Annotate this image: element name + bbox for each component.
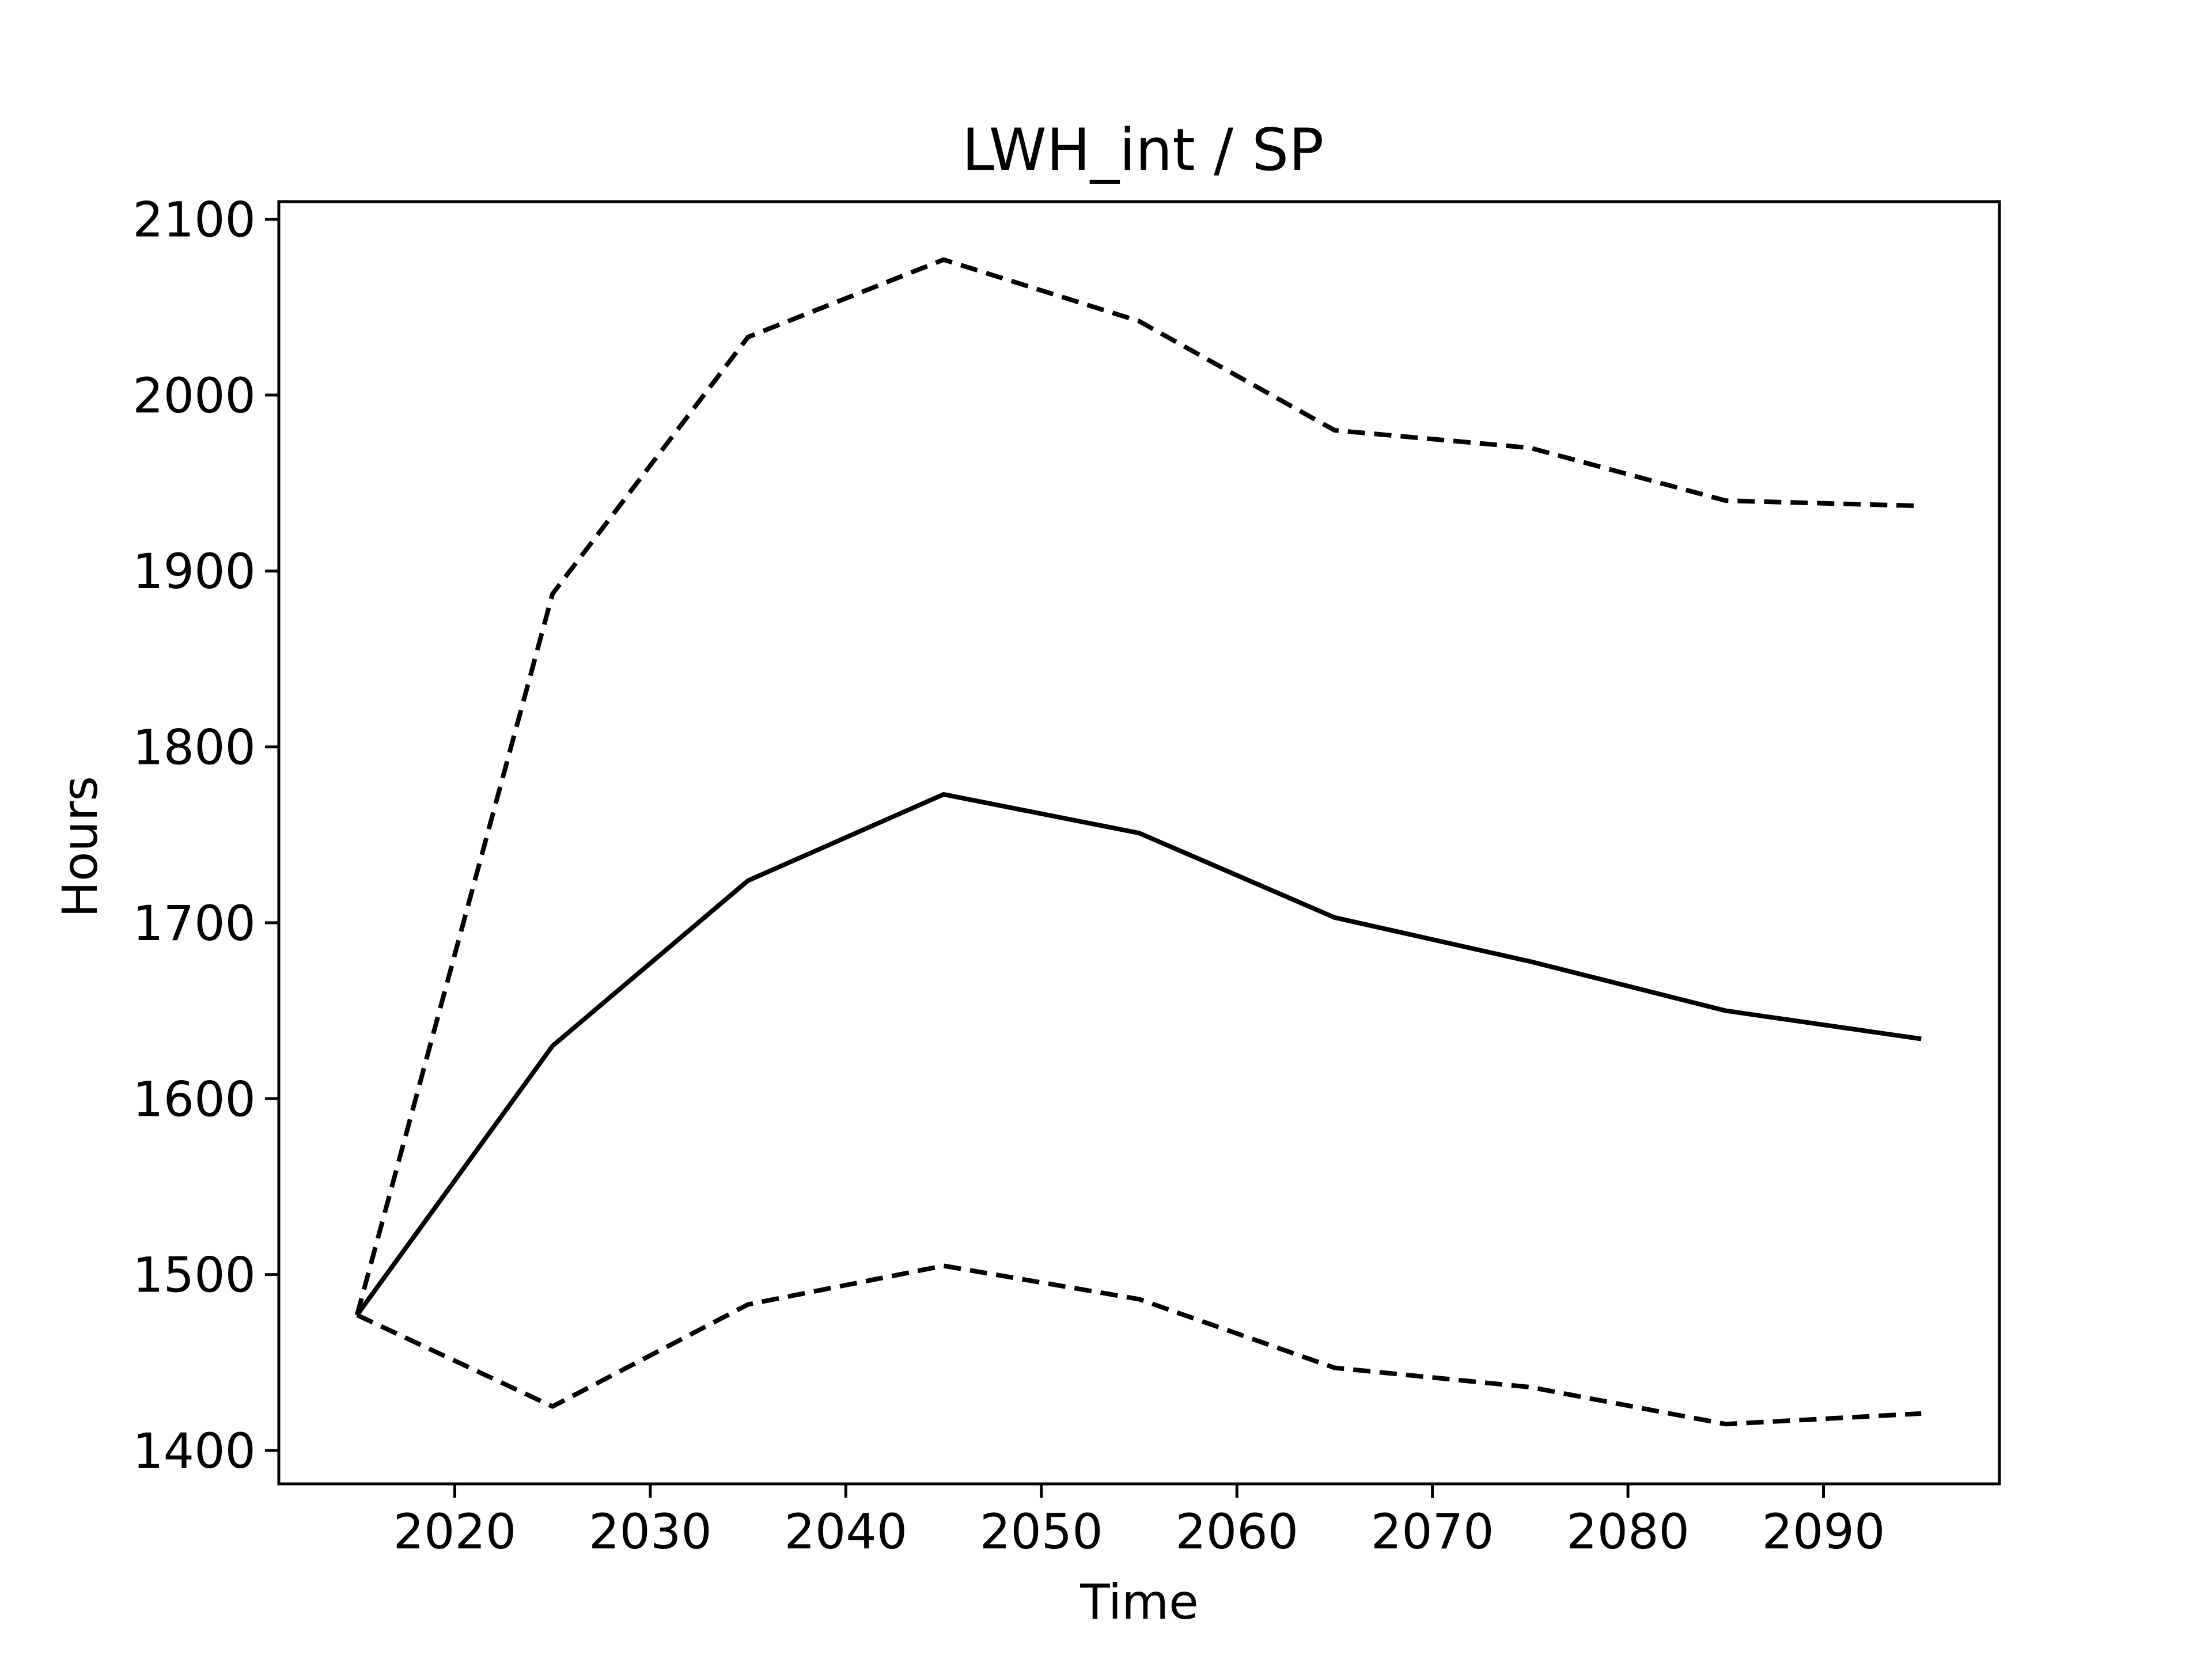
y-axis-label: Hours (52, 776, 108, 918)
y-tick-label-1: 1500 (132, 1247, 256, 1304)
y-tick-label-4: 1800 (132, 719, 256, 776)
y-tick-label-6: 2000 (132, 368, 256, 424)
y-axis: 1400 1500 1600 1700 1800 1900 2000 2100 (132, 192, 279, 1479)
series-line-1 (354, 257, 1922, 1316)
x-tick-label-5: 2070 (1371, 1503, 1494, 1560)
x-tick-label-1: 2030 (589, 1503, 712, 1560)
y-tick-label-0: 1400 (132, 1423, 256, 1479)
x-tick-label-0: 2020 (393, 1503, 517, 1560)
x-tick-label-7: 2090 (1762, 1503, 1885, 1560)
series-layer (354, 257, 1922, 1427)
x-tick-label-4: 2060 (1175, 1503, 1298, 1560)
y-tick-label-5: 1900 (132, 543, 256, 600)
x-axis: 2020 2030 2040 2050 2060 2070 2080 2090 (393, 1484, 1885, 1560)
x-axis-label: Time (1080, 1574, 1199, 1630)
series-line-2 (356, 1263, 1922, 1427)
y-tick-label-3: 1700 (132, 895, 256, 952)
x-tick-label-6: 2080 (1566, 1503, 1690, 1560)
y-tick-label-7: 2100 (132, 192, 256, 248)
chart-title: LWH_int / SP (962, 116, 1324, 184)
series-line-0 (355, 792, 1922, 1317)
plot-area (277, 200, 2001, 1486)
x-tick-label-2: 2040 (784, 1503, 907, 1560)
y-tick-label-2: 1600 (132, 1071, 256, 1127)
x-tick-label-3: 2050 (980, 1503, 1103, 1560)
